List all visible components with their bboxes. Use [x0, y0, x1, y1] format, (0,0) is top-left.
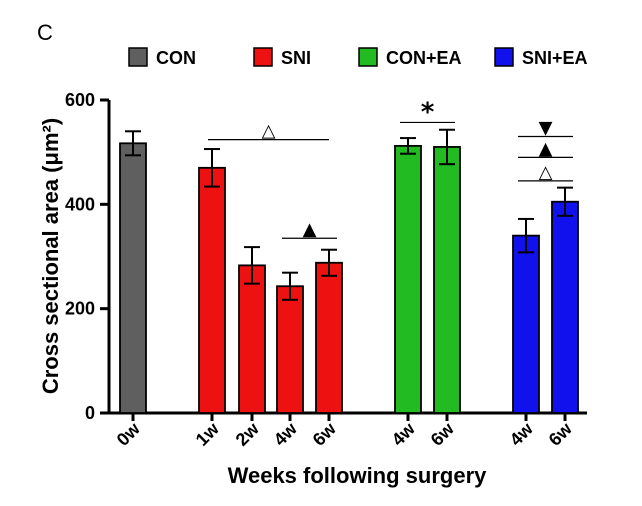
legend-swatch-con-ea [358, 47, 378, 67]
x-tick-label: 6w [545, 418, 577, 450]
panel-label: C [37, 20, 53, 45]
bars [119, 142, 579, 414]
legend-label-con: CON [156, 48, 196, 68]
legend-swatch-sni-ea [494, 47, 514, 67]
y-axis-label: Cross sectional area (μm²) [38, 118, 63, 394]
bar-sni-1w [198, 166, 226, 414]
x-tick-label: 0w [113, 418, 145, 450]
bar-sni-2w [238, 264, 266, 414]
significance-symbol: △ [539, 162, 553, 183]
bar-con-ea-6w [433, 146, 461, 414]
legend-label-con-ea: CON+EA [386, 48, 462, 68]
x-tick-label: 4w [388, 418, 420, 450]
y-tick-label: 0 [85, 403, 95, 423]
error-bars [125, 128, 573, 301]
significance-symbol: ▲ [539, 138, 553, 159]
legend-label-sni: SNI [281, 48, 311, 68]
bar-sni-6w [315, 261, 343, 414]
bar-sni-ea-6w [551, 200, 579, 414]
x-tick-label: 4w [506, 418, 538, 450]
bar-con-0w [119, 142, 147, 414]
x-tick-label: 1w [192, 418, 224, 450]
significance-annotations: △▲*▼▲△ [208, 97, 573, 240]
significance-symbol: △ [262, 121, 276, 142]
legend-swatch-sni [253, 47, 273, 67]
x-axis: 0w 1w 2w 4w 6w 4w 6w 4w 6w [108, 411, 587, 450]
significance-symbol: ▲ [303, 219, 317, 240]
significance-symbol: * [421, 97, 435, 127]
legend: CON SNI CON+EA SNI+EA [128, 47, 588, 68]
y-tick-label: 400 [65, 194, 95, 214]
x-tick-label: 6w [309, 418, 341, 450]
legend-label-sni-ea: SNI+EA [522, 48, 588, 68]
x-tick-label: 6w [427, 418, 459, 450]
x-axis-label: Weeks following surgery [228, 463, 488, 488]
bar-sni-4w [276, 285, 304, 414]
legend-swatch-con [128, 47, 148, 67]
significance-symbol: ▼ [539, 118, 553, 139]
bar-sni-ea-4w [512, 234, 540, 414]
y-axis: 0 200 400 600 [65, 90, 111, 423]
x-tick-label: 4w [270, 418, 302, 450]
y-tick-label: 200 [65, 299, 95, 319]
y-tick-label: 600 [65, 90, 95, 110]
x-tick-label: 2w [232, 418, 264, 450]
bar-con-ea-4w [394, 145, 422, 414]
